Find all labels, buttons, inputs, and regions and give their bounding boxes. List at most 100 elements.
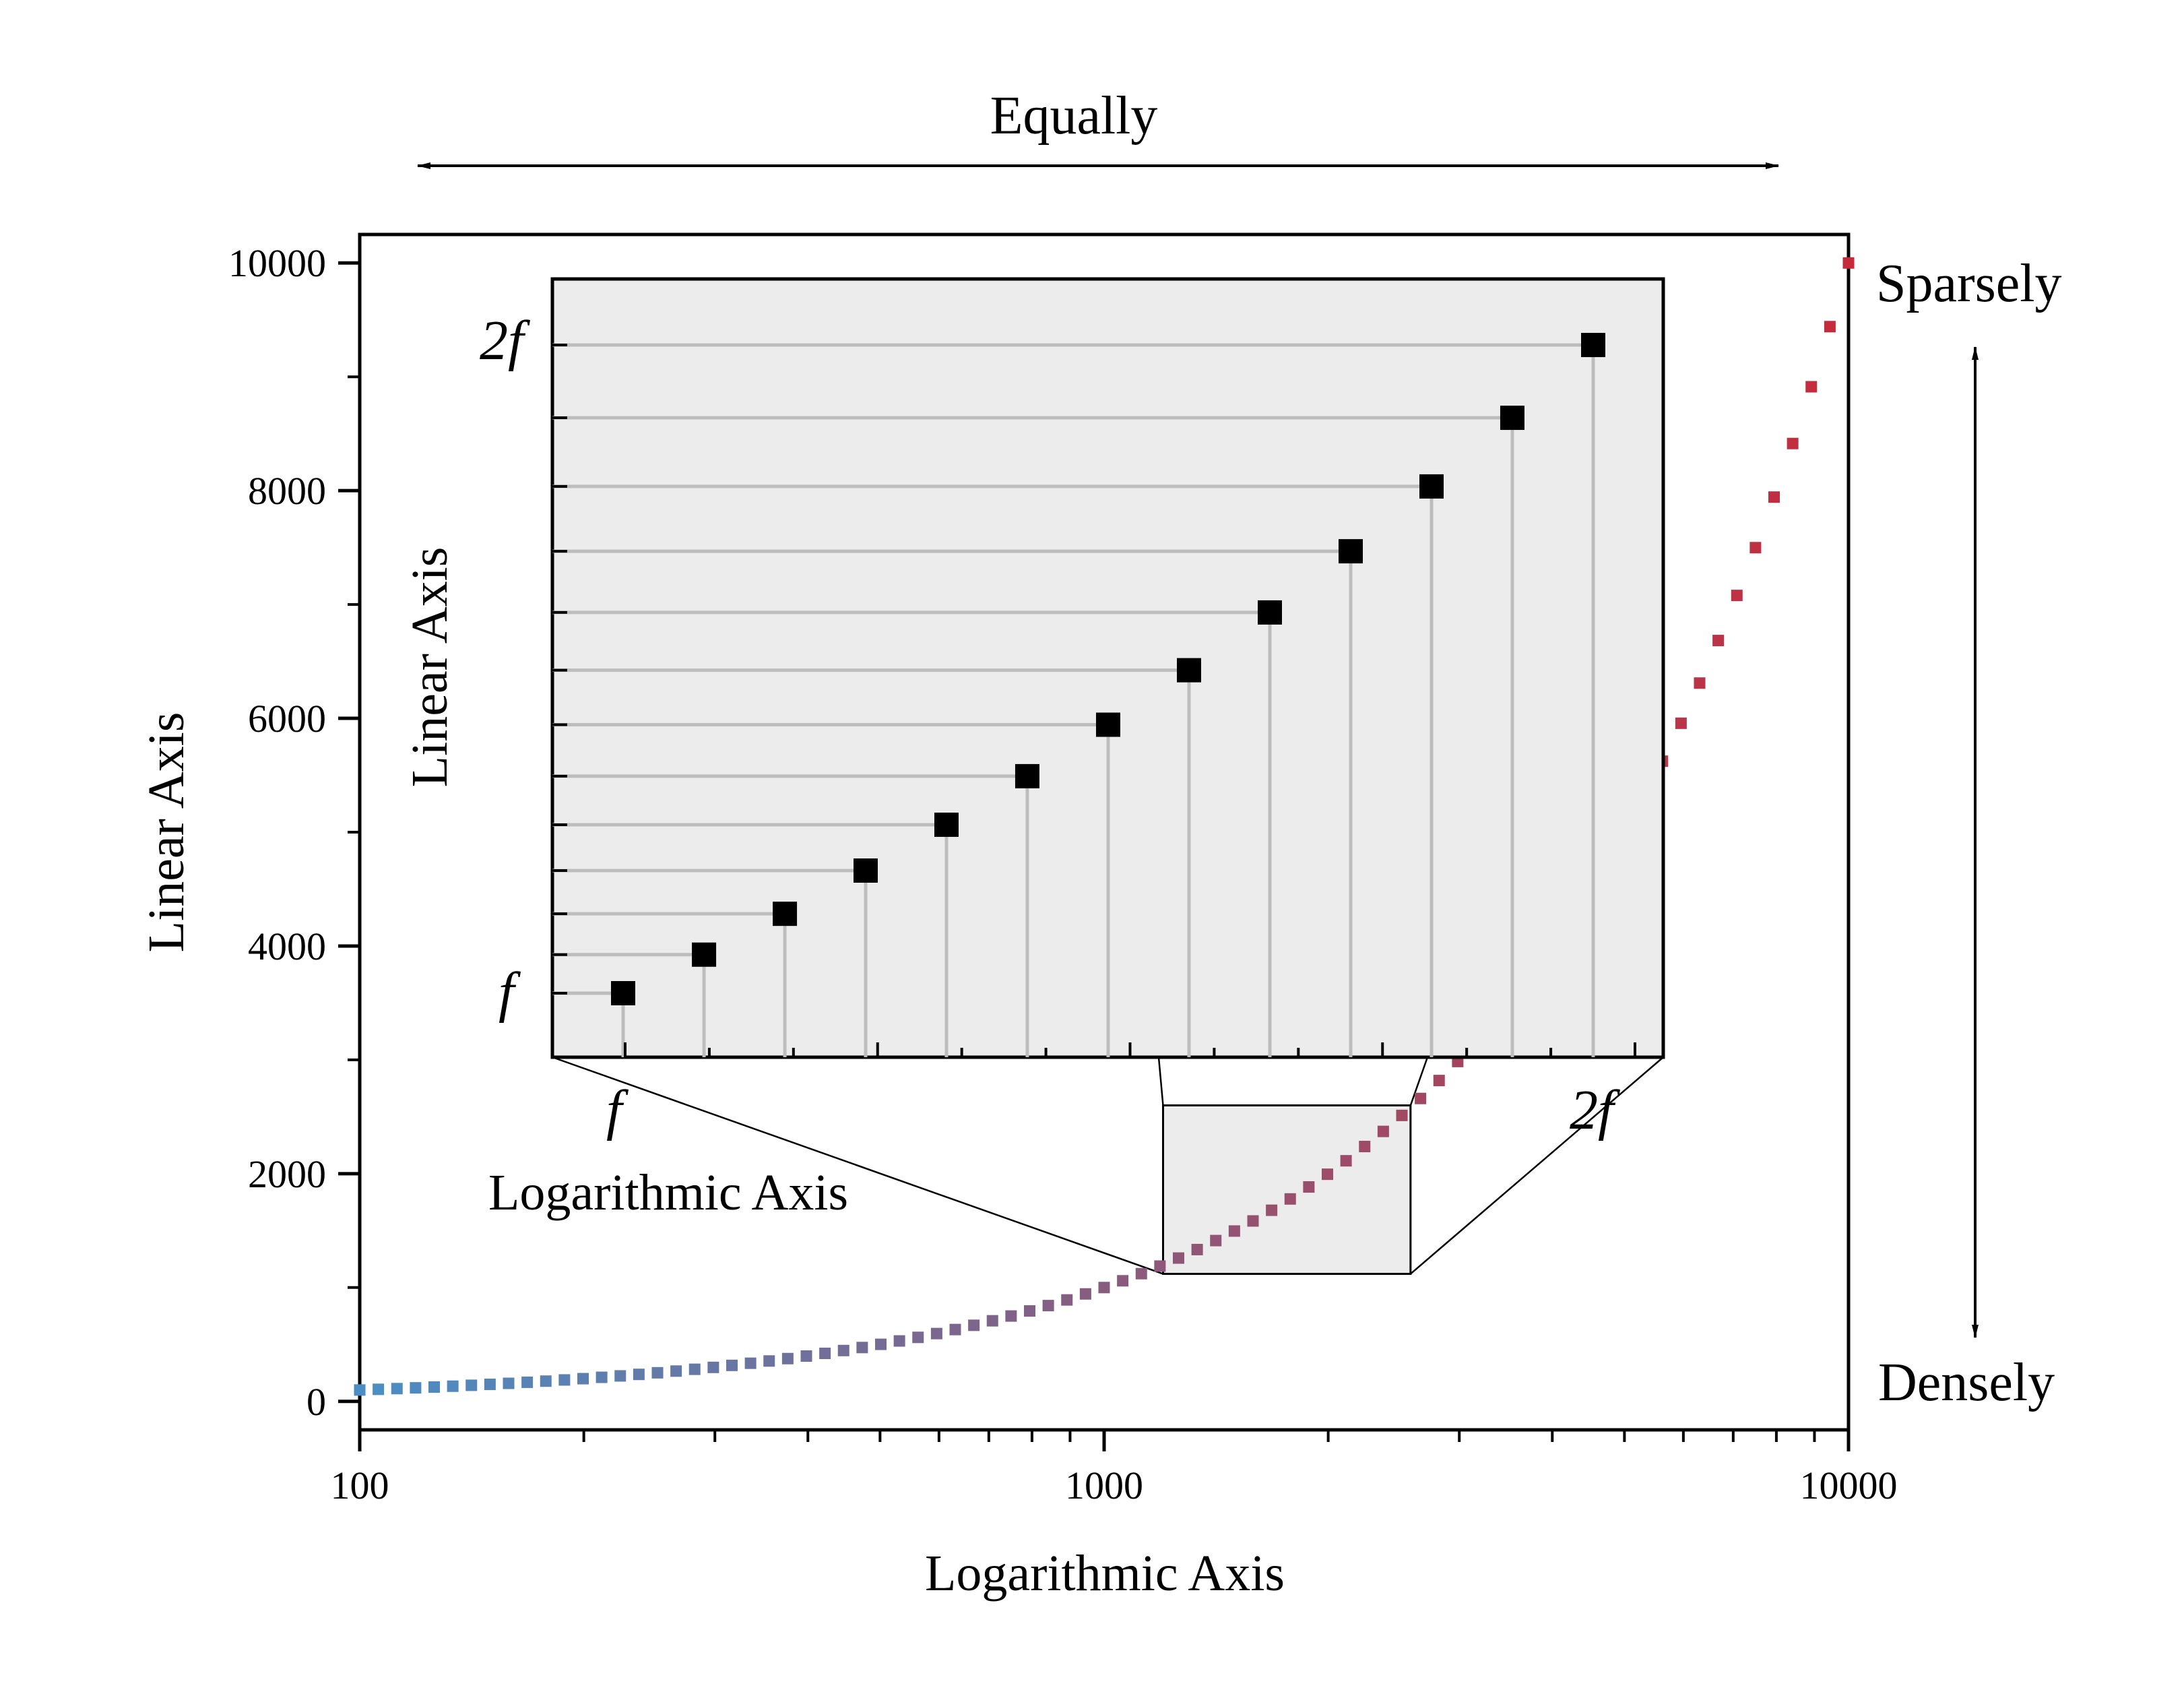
data-point: [968, 1319, 980, 1331]
data-point: [540, 1375, 552, 1387]
data-point: [503, 1377, 515, 1389]
inset-data-point: [692, 942, 717, 967]
data-point: [688, 1363, 701, 1375]
data-point: [391, 1383, 403, 1395]
data-point: [1359, 1141, 1371, 1153]
data-point: [428, 1381, 440, 1393]
zoom-region-box: [1161, 1104, 1412, 1276]
inset-data-point: [1257, 600, 1282, 625]
data-point: [1415, 1092, 1427, 1104]
data-point: [1694, 677, 1706, 689]
y-tick-label: 4000: [248, 924, 326, 968]
y-tick-label: 8000: [248, 469, 326, 513]
data-point: [1787, 437, 1799, 449]
data-point: [1824, 321, 1836, 333]
inset-y-axis-title: Linear Axis: [402, 547, 458, 788]
data-point: [484, 1378, 496, 1390]
inset-data-point: [1176, 658, 1201, 683]
data-point: [1805, 381, 1818, 393]
annotation-equally: Equally: [990, 86, 1158, 146]
data-point: [373, 1383, 385, 1395]
data-point: [744, 1357, 757, 1369]
data-point: [837, 1344, 849, 1356]
data-point: [1173, 1252, 1184, 1264]
data-point: [1749, 542, 1762, 554]
data-point: [1303, 1181, 1315, 1193]
data-point: [1024, 1305, 1035, 1317]
data-point: [1340, 1155, 1352, 1167]
inset-data-point: [611, 981, 635, 1005]
main-x-ticks: 100 1000 10000: [331, 1430, 1898, 1507]
x-tick-label: 10000: [1800, 1464, 1898, 1507]
data-point: [1842, 257, 1855, 269]
x-tick-label: 100: [331, 1464, 389, 1507]
connector-line: [1409, 1057, 1429, 1106]
data-point: [800, 1350, 812, 1362]
data-point: [1284, 1193, 1296, 1205]
data-point: [1191, 1243, 1203, 1255]
annotation-densely: Densely: [1878, 1353, 2055, 1412]
inset-data-point: [1581, 333, 1605, 357]
data-point: [726, 1359, 738, 1371]
data-point: [410, 1382, 422, 1394]
data-point: [1377, 1125, 1389, 1137]
data-point: [577, 1373, 589, 1385]
data-point: [1228, 1225, 1240, 1237]
inset-data-point: [1095, 712, 1120, 737]
data-point: [521, 1376, 534, 1388]
data-point: [1396, 1109, 1408, 1121]
data-point: [596, 1371, 608, 1383]
zoom-connector-lines: [552, 1056, 1664, 1275]
inset-data-point: [1339, 539, 1363, 564]
data-point: [651, 1367, 664, 1379]
y-tick-label: 6000: [248, 697, 326, 741]
data-point: [1247, 1215, 1259, 1227]
data-point: [1098, 1282, 1110, 1294]
connector-line: [552, 1056, 1163, 1275]
inset-x-min-label: f: [606, 1079, 629, 1141]
main-x-axis-title: Logarithmic Axis: [925, 1545, 1285, 1602]
data-point: [1042, 1300, 1054, 1312]
inset-ticks: [552, 344, 1636, 1057]
data-point: [633, 1369, 645, 1381]
data-point: [912, 1331, 924, 1344]
data-point: [670, 1365, 682, 1377]
inset-data-point: [1419, 474, 1444, 499]
inset-x-axis-title: Logarithmic Axis: [488, 1164, 848, 1221]
inset-data-point: [1500, 406, 1524, 431]
data-point: [986, 1315, 998, 1327]
inset-guide-lines: [552, 343, 1595, 1057]
data-point: [893, 1335, 905, 1347]
data-point: [819, 1348, 831, 1360]
data-point: [1005, 1310, 1017, 1322]
y-tick-label: 10000: [228, 241, 326, 285]
inset-data-point: [934, 812, 959, 837]
data-point: [1768, 491, 1780, 503]
data-point: [1117, 1275, 1129, 1287]
data-point: [856, 1342, 868, 1354]
data-point: [465, 1379, 478, 1391]
inset-x-max-label: 2f: [1570, 1079, 1621, 1141]
inset-series: [611, 333, 1605, 1005]
data-point: [1210, 1234, 1222, 1247]
inset-data-point: [853, 858, 878, 883]
main-y-ticks: 0 2000 4000 6000 8000 10000: [228, 241, 360, 1424]
inset-data-point: [773, 902, 798, 926]
data-point: [1712, 635, 1725, 647]
data-point: [1154, 1260, 1166, 1272]
inset-y-max-label: 2f: [480, 309, 531, 372]
y-tick-label: 0: [307, 1380, 326, 1424]
connector-line: [1157, 1057, 1164, 1106]
inset-y-min-label: f: [499, 961, 521, 1024]
data-point: [949, 1323, 961, 1336]
connector-line: [1410, 1057, 1664, 1275]
data-point: [781, 1352, 794, 1364]
annotation-sparsely: Sparsely: [1876, 254, 2062, 313]
y-tick-label: 2000: [248, 1152, 326, 1196]
main-y-axis-title: Linear Axis: [138, 712, 195, 953]
data-point: [930, 1327, 942, 1340]
data-point: [1135, 1267, 1147, 1280]
data-point: [763, 1355, 775, 1367]
data-point: [447, 1380, 459, 1392]
